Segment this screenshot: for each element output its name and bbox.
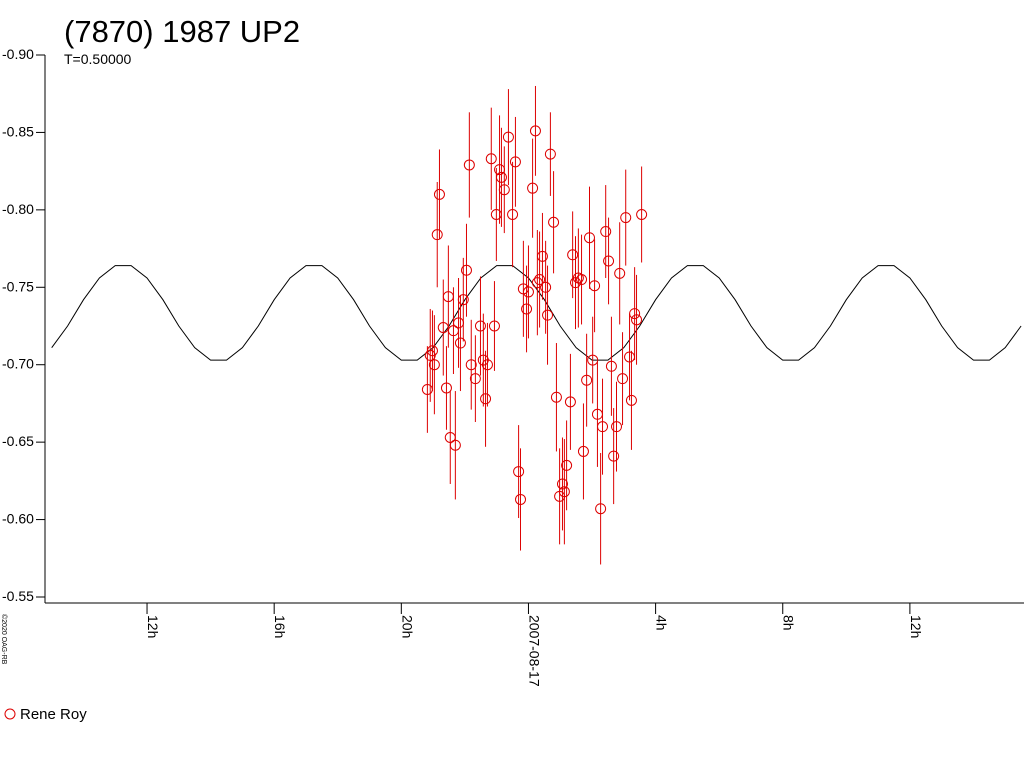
data-point [534, 274, 546, 286]
data-point [531, 277, 543, 289]
data-point [453, 317, 465, 329]
data-point [522, 286, 534, 298]
y-tick-label: -0.75 [2, 278, 34, 294]
data-point [447, 325, 459, 337]
data-point [495, 171, 507, 183]
data-point [513, 466, 525, 478]
data-point [440, 382, 452, 394]
chart-title: (7870) 1987 UP2 [64, 14, 300, 49]
y-tick-label: -0.55 [2, 588, 34, 604]
data-point [465, 359, 477, 371]
data-point [558, 486, 570, 498]
data-point [556, 478, 568, 490]
data-point [583, 232, 595, 244]
y-tick-label: -0.90 [2, 46, 34, 62]
data-point [474, 320, 486, 332]
data-point [502, 131, 514, 143]
data-point [469, 373, 481, 385]
data-point [614, 267, 626, 279]
data-point [515, 493, 527, 505]
data-point [603, 255, 615, 267]
data-point [421, 383, 433, 395]
data-point [589, 280, 601, 292]
fit-curve [51, 265, 1022, 361]
data-point [433, 188, 445, 200]
data-point [444, 431, 456, 443]
data-point [620, 212, 632, 224]
x-tick-label: 8h [781, 615, 797, 631]
data-point [577, 445, 589, 457]
data-point [509, 156, 521, 168]
data-point [625, 394, 637, 406]
x-tick-label: 16h [272, 615, 288, 638]
data-point [631, 314, 643, 326]
data-point [608, 450, 620, 462]
data-point [442, 291, 454, 303]
data-point [426, 345, 438, 357]
x-tick-label: 12h [908, 615, 924, 638]
y-tick-label: -0.85 [2, 123, 34, 139]
data-point [481, 359, 493, 371]
chart-subtitle: T=0.50000 [64, 51, 132, 67]
data-point [605, 360, 617, 372]
data-point [591, 408, 603, 420]
data-point [624, 351, 636, 363]
y-tick-label: -0.65 [2, 433, 34, 449]
data-point [636, 209, 648, 221]
y-tick-label: -0.80 [2, 201, 34, 217]
data-point [507, 209, 519, 221]
data-point [457, 294, 469, 306]
data-point [521, 303, 533, 315]
data-point [463, 159, 475, 171]
data-point [548, 216, 560, 228]
data-point [587, 354, 599, 366]
legend-marker [4, 708, 16, 720]
data-point [576, 274, 588, 286]
y-tick-label: -0.60 [2, 511, 34, 527]
x-tick-label: 2007-08-17 [526, 615, 542, 687]
data-point [550, 391, 562, 403]
data-point [431, 229, 443, 241]
data-point [564, 396, 576, 408]
legend-label: Rene Roy [20, 706, 87, 723]
data-point [480, 393, 492, 405]
data-point [600, 226, 612, 238]
data-point [437, 322, 449, 334]
data-point [485, 153, 497, 165]
data-point [567, 249, 579, 261]
data-point [540, 281, 552, 293]
data-point [490, 209, 502, 221]
watermark: ©2020 OAG-RB [0, 614, 8, 665]
data-point [561, 459, 573, 471]
data-point [494, 164, 506, 176]
x-tick-label: 4h [654, 615, 670, 631]
data-point [454, 337, 466, 349]
data-point [617, 373, 629, 385]
data-point [529, 125, 541, 137]
data-point [536, 250, 548, 262]
data-point [611, 421, 623, 433]
data-point [544, 148, 556, 160]
data-point [527, 182, 539, 194]
data-point [498, 184, 510, 196]
y-tick-label: -0.70 [2, 356, 34, 372]
data-point [542, 309, 554, 321]
data-point [428, 359, 440, 371]
x-tick-label: 20h [399, 615, 415, 638]
data-point [449, 439, 461, 451]
data-point [460, 264, 472, 276]
data-point [629, 308, 641, 320]
data-point [488, 320, 500, 332]
data-point [597, 421, 609, 433]
x-tick-label: 12h [145, 615, 161, 638]
data-point [581, 374, 593, 386]
data-point [595, 503, 607, 515]
